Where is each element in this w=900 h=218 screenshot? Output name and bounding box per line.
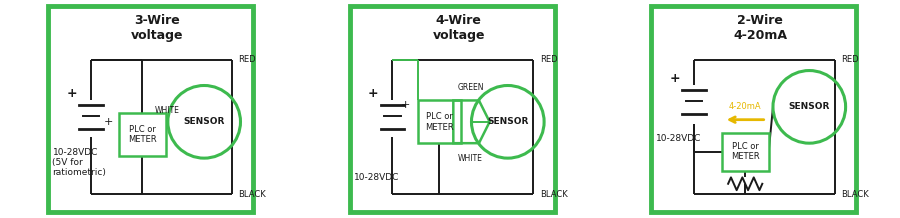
Text: +: + — [368, 87, 379, 100]
Text: RED: RED — [238, 55, 256, 64]
Text: SENSOR: SENSOR — [184, 117, 225, 126]
FancyBboxPatch shape — [49, 7, 253, 211]
Text: 2-Wire
4-20mA: 2-Wire 4-20mA — [734, 14, 788, 42]
Text: RED: RED — [540, 55, 557, 64]
FancyBboxPatch shape — [722, 133, 769, 171]
Text: BLACK: BLACK — [540, 190, 568, 199]
Text: 10-28VDC: 10-28VDC — [655, 135, 701, 143]
FancyBboxPatch shape — [350, 7, 554, 211]
Text: 10-28VDC: 10-28VDC — [354, 173, 400, 182]
Text: PLC or
METER: PLC or METER — [731, 142, 760, 161]
Text: BLACK: BLACK — [238, 190, 266, 199]
FancyBboxPatch shape — [652, 7, 856, 211]
FancyBboxPatch shape — [119, 113, 166, 156]
Text: 4-Wire
voltage: 4-Wire voltage — [432, 14, 485, 42]
Text: 10-28VDC
(5V for
ratiometric): 10-28VDC (5V for ratiometric) — [52, 148, 106, 177]
Text: BLACK: BLACK — [842, 190, 869, 199]
Text: GREEN: GREEN — [457, 83, 483, 92]
Text: SENSOR: SENSOR — [487, 117, 528, 126]
Text: PLC or
METER: PLC or METER — [128, 125, 157, 144]
Text: SENSOR: SENSOR — [788, 102, 830, 111]
Text: +: + — [400, 100, 410, 110]
Text: +: + — [670, 72, 680, 85]
Text: WHITE: WHITE — [154, 106, 179, 115]
Text: WHITE: WHITE — [458, 154, 482, 163]
FancyBboxPatch shape — [418, 100, 461, 143]
Text: RED: RED — [842, 55, 859, 64]
Text: +: + — [104, 117, 112, 127]
Text: 3-Wire
voltage: 3-Wire voltage — [130, 14, 184, 42]
Text: PLC or
METER: PLC or METER — [425, 112, 454, 131]
Text: +: + — [67, 87, 77, 100]
Text: 4-20mA: 4-20mA — [729, 102, 761, 111]
